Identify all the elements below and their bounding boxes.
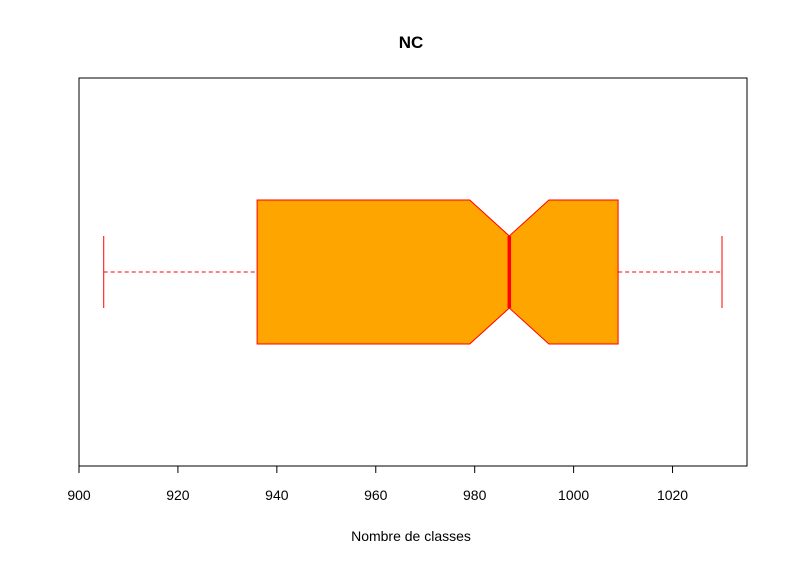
x-axis: 900 920 940 960 980 1000 1020 [67,465,688,503]
x-tick-label: 920 [166,487,190,503]
box-body [256,199,619,345]
notched-box [103,199,723,345]
x-tick-label: 980 [463,487,487,503]
x-tick-label: 960 [364,487,388,503]
x-tick-label: 1000 [558,487,589,503]
x-axis-label: Nombre de classes [351,528,471,544]
x-tick-label: 940 [265,487,289,503]
chart-title: NC [399,33,424,52]
x-tick-label: 1020 [657,487,688,503]
x-tick-label: 900 [67,487,91,503]
